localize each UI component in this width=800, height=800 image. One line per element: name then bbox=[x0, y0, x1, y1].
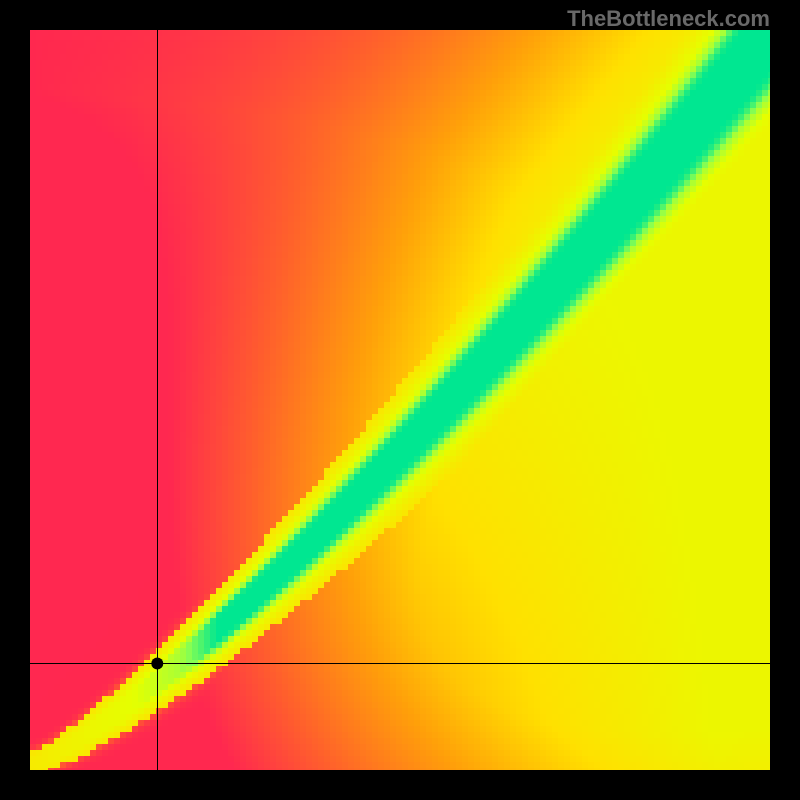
watermark-text: TheBottleneck.com bbox=[567, 6, 770, 32]
chart-container: TheBottleneck.com bbox=[0, 0, 800, 800]
bottleneck-heatmap bbox=[0, 0, 800, 800]
